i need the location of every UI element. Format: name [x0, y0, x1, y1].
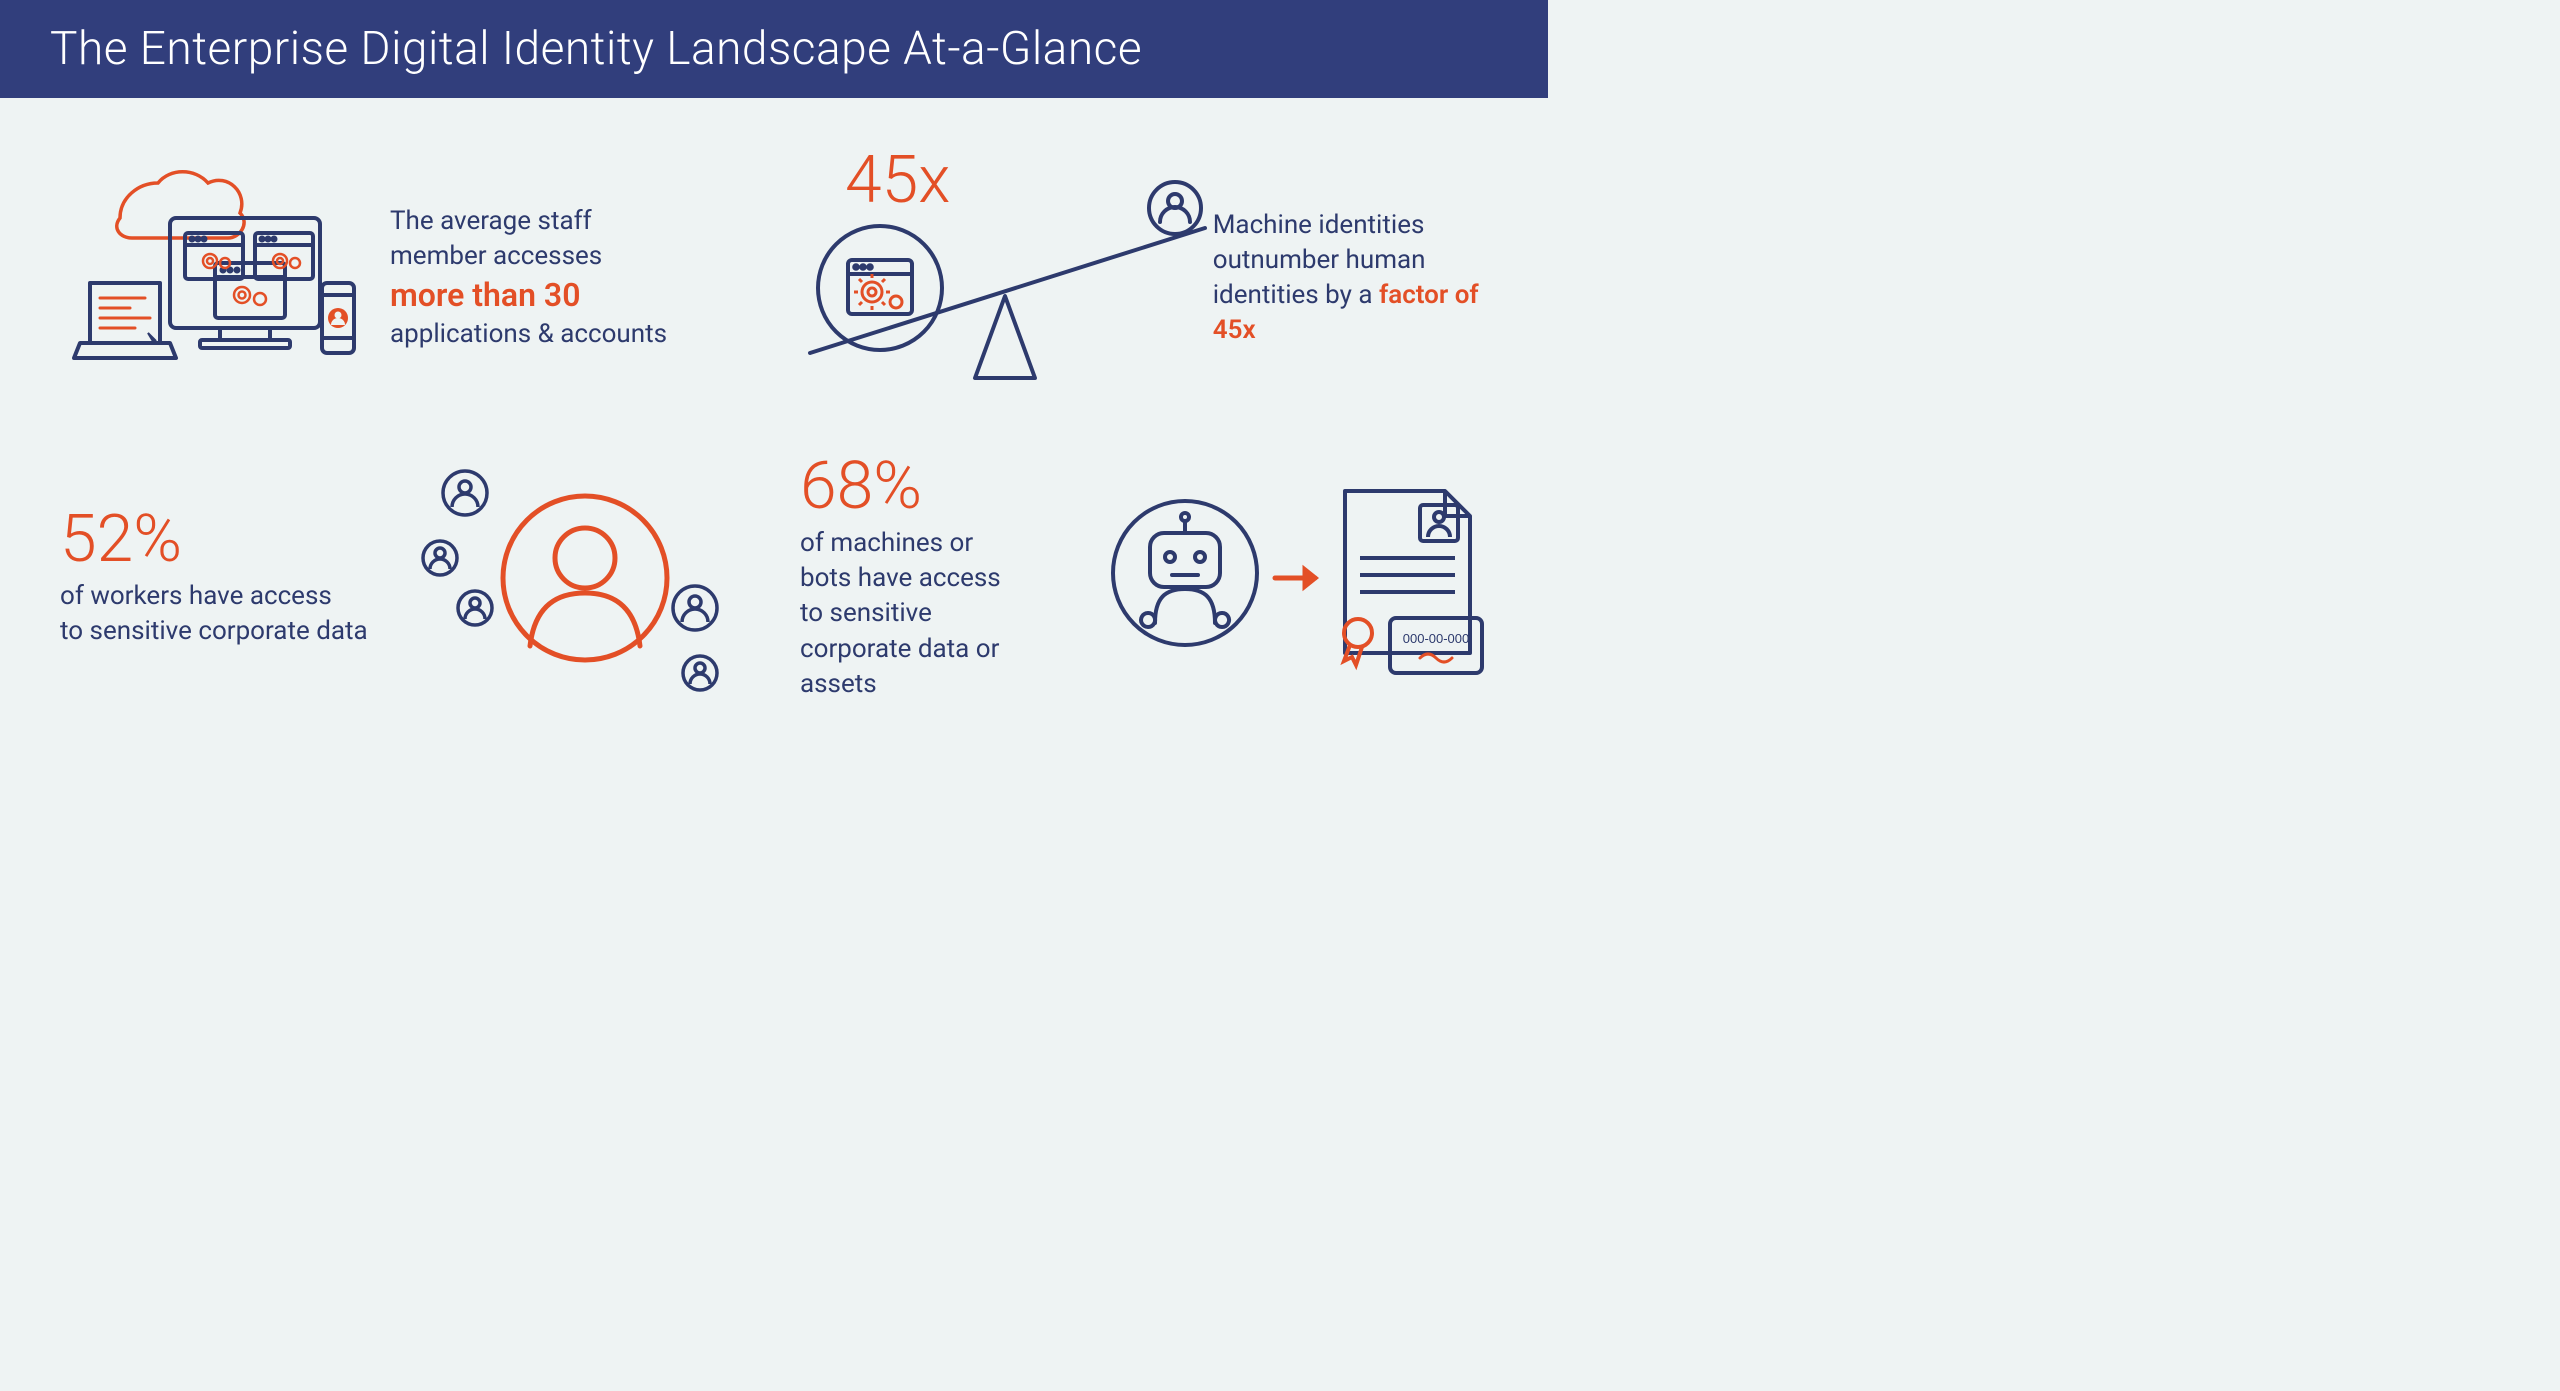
bots-stat: 68% [800, 454, 1070, 520]
id-card-label: 000-00-000 [1403, 631, 1470, 646]
cell-bots-access: 68% of machines or bots have access to s… [800, 448, 1500, 708]
ratio-text: Machine identities outnumber human ident… [1213, 208, 1500, 348]
bots-line4: corporate data or assets [800, 632, 1070, 702]
workers-stat: 52% [60, 507, 370, 573]
apps-line3: applications & accounts [390, 317, 667, 352]
stats-grid: The average staff member accesses more t… [0, 98, 1548, 748]
devices-cloud-icon [60, 163, 360, 393]
page-header: The Enterprise Digital Identity Landscap… [0, 0, 1548, 98]
header-title: The Enterprise Digital Identity Landscap… [50, 22, 1142, 76]
workers-line1: of workers have access [60, 579, 370, 614]
bots-line2: bots have access [800, 561, 1070, 596]
apps-line1: The average staff [390, 204, 667, 239]
cell-machine-ratio: 45x [800, 148, 1500, 408]
apps-highlight: more than 30 [390, 274, 667, 317]
workers-line2: to sensitive corporate data [60, 614, 370, 649]
ratio-line2: outnumber human [1213, 243, 1500, 278]
cell-apps-access: The average staff member accesses more t… [60, 148, 740, 408]
seesaw-icon [800, 148, 1220, 408]
ratio-line1: Machine identities [1213, 208, 1500, 243]
robot-document-icon: 000-00-000 [1100, 463, 1500, 693]
apps-text: The average staff member accesses more t… [390, 204, 667, 352]
ratio-line3-prefix: identities by a [1213, 280, 1379, 310]
apps-line2: member accesses [390, 239, 667, 274]
people-cluster-icon [400, 458, 740, 698]
ratio-line3: identities by a factor of 45x [1213, 278, 1500, 348]
seesaw-wrap: 45x [800, 148, 1183, 408]
bots-text: 68% of machines or bots have access to s… [800, 454, 1070, 701]
bots-line1: of machines or [800, 526, 1070, 561]
bots-line3: to sensitive [800, 596, 1070, 631]
workers-text: 52% of workers have access to sensitive … [60, 507, 370, 649]
cell-workers-access: 52% of workers have access to sensitive … [60, 448, 740, 708]
